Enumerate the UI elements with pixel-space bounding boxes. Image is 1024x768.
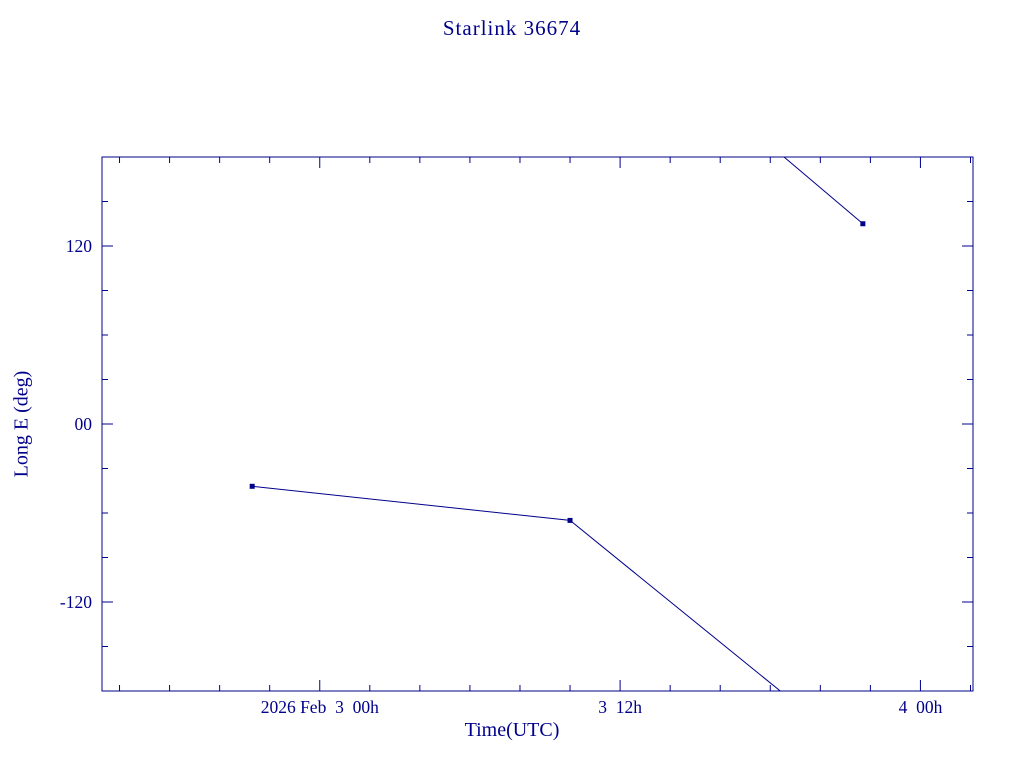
- plot-line-segment: [252, 485, 781, 692]
- chart-title: Starlink 36674: [442, 16, 582, 40]
- x-tick-label: 3 12h: [598, 697, 642, 717]
- plot-frame: [101, 156, 974, 692]
- x-axis-label: Time(UTC): [464, 719, 560, 741]
- data-point-marker: [860, 221, 866, 227]
- data-point-marker: [249, 483, 255, 489]
- x-tick-label: 4 00h: [899, 697, 943, 717]
- data-point-marker: [567, 517, 573, 523]
- y-tick-label: -120: [60, 592, 92, 612]
- y-tick-label: 00: [75, 414, 93, 434]
- plot-line-segment: [783, 156, 864, 225]
- y-tick-label: 120: [66, 236, 93, 256]
- y-axis-label: Long E (deg): [10, 370, 33, 478]
- x-tick-label: 2026 Feb 3 00h: [261, 697, 379, 717]
